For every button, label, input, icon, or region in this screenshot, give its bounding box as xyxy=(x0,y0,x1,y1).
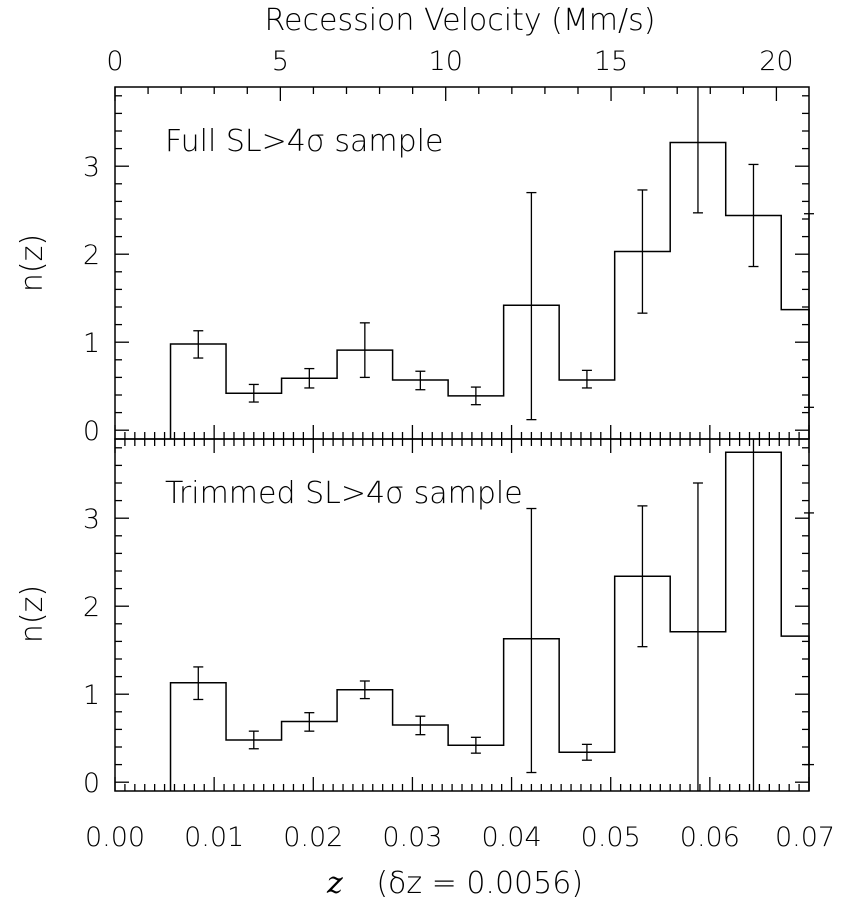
bottom-axis-title: z (δz = 0.0056) xyxy=(326,866,583,901)
bottom-ytick-label: 1 xyxy=(83,680,100,711)
top-ytick-label: 3 xyxy=(83,152,100,183)
bottom-axis-tick-labels: 0.00 0.01 0.02 0.03 0.04 0.05 0.06 0.07 xyxy=(85,822,835,853)
bottom-panel-bars xyxy=(169,439,814,791)
bottom-panel-ylabel: n(z) xyxy=(15,585,50,643)
top-axis-tick-labels: 0 5 10 15 20 xyxy=(106,46,794,101)
z-tick-label: 0.02 xyxy=(283,822,343,853)
bottom-axis-note: (δz = 0.0056) xyxy=(376,866,583,901)
top-panel-bars xyxy=(169,87,814,439)
velocity-tick-label: 15 xyxy=(594,46,628,77)
z-tick-label: 0.04 xyxy=(482,822,542,853)
bottom-ytick-label: 3 xyxy=(83,504,100,535)
velocity-tick-label: 5 xyxy=(272,46,289,77)
top-axis-title: Recession Velocity (Mm/s) xyxy=(265,3,656,38)
velocity-tick-label: 20 xyxy=(759,46,793,77)
bottom-panel: Trimmed SL>4σ sample n(z) 0 1 2 3 xyxy=(15,438,814,799)
bottom-ytick-label: 2 xyxy=(83,592,100,623)
top-panel-annotation: Full SL>4σ sample xyxy=(165,124,443,159)
z-tick-label: 0.03 xyxy=(382,822,442,853)
z-tick-label: 0.06 xyxy=(680,822,740,853)
top-panel-ylabel: n(z) xyxy=(15,234,50,292)
bottom-axis-symbol: z xyxy=(326,866,343,901)
velocity-tick-label: 10 xyxy=(429,46,463,77)
z-tick-label: 0.05 xyxy=(581,822,641,853)
top-ytick-label: 2 xyxy=(83,240,100,271)
z-tick-label: 0.07 xyxy=(775,822,835,853)
velocity-tick-label: 0 xyxy=(106,46,123,77)
bottom-histogram-steps xyxy=(169,451,810,791)
top-ytick-label: 1 xyxy=(83,328,100,359)
bottom-panel-ticks: 0 1 2 3 xyxy=(83,439,810,799)
top-panel-ticks: 0 1 2 3 xyxy=(83,95,810,447)
top-ytick-label: 0 xyxy=(83,416,100,447)
z-tick-label: 0.00 xyxy=(85,822,145,853)
top-histogram-steps xyxy=(169,141,810,439)
top-panel: Full SL>4σ sample n(z) 0 1 2 3 xyxy=(15,86,814,447)
bottom-panel-annotation: Trimmed SL>4σ sample xyxy=(165,476,523,511)
bottom-ytick-label: 0 xyxy=(83,768,100,799)
z-tick-label: 0.01 xyxy=(184,822,244,853)
